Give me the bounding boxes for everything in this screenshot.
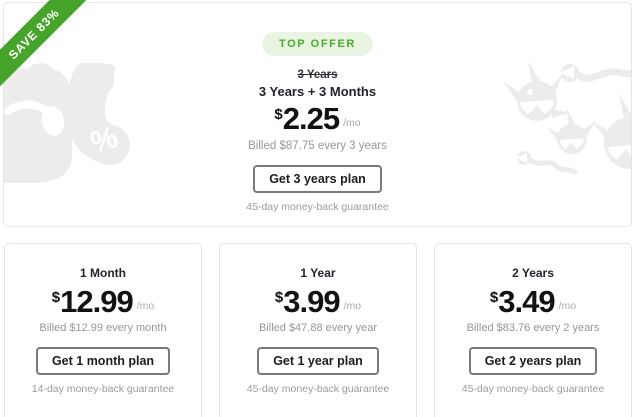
get-1-year-plan-button[interactable]: Get 1 year plan (257, 347, 379, 376)
billing-note: Billed $87.75 every 3 years (248, 140, 387, 153)
currency-symbol: $ (51, 289, 61, 306)
plan-price: $ 3.49 /mo (489, 284, 577, 319)
plan-card-2-years: 2 Years $ 3.49 /mo Billed $83.76 every 2… (434, 243, 632, 417)
billing-note: Billed $47.88 every year (258, 322, 377, 335)
price-amount: 2.25 (282, 101, 340, 136)
price-period: /mo (136, 300, 155, 313)
price-amount: 12.99 (60, 284, 134, 319)
money-back-guarantee: 45-day money-back guarantee (461, 383, 605, 396)
plan-price: $ 12.99 /mo (51, 284, 155, 319)
price-period: /mo (343, 300, 362, 313)
plan-price: $ 2.25 /mo (274, 101, 361, 136)
currency-symbol: $ (274, 289, 284, 306)
currency-symbol: $ (274, 106, 283, 123)
plan-term: 3 Years + 3 Months (258, 84, 377, 99)
top-offer-badge: TOP OFFER (262, 32, 373, 56)
price-period: /mo (558, 300, 577, 313)
price-period: /mo (343, 117, 361, 130)
billing-note: Billed $12.99 every month (39, 322, 167, 335)
get-1-month-plan-button[interactable]: Get 1 month plan (35, 347, 171, 376)
billing-note: Billed $83.76 every 2 years (466, 322, 600, 335)
currency-symbol: $ (489, 289, 499, 306)
money-back-guarantee: 14-day money-back guarantee (31, 383, 175, 396)
top-offer-card: % (3, 2, 632, 227)
get-3-years-plan-button[interactable]: Get 3 years plan (253, 165, 382, 194)
top-offer-content: TOP OFFER 3 Years 3 Years + 3 Months $ 2… (4, 3, 631, 226)
money-back-guarantee: 45-day money-back guarantee (246, 383, 390, 396)
price-amount: 3.49 (498, 284, 555, 319)
previous-term-strikethrough: 3 Years (297, 69, 338, 81)
plan-price: $ 3.99 /mo (274, 284, 362, 319)
money-back-guarantee: 45-day money-back guarantee (246, 201, 389, 214)
plan-name: 1 Month (80, 266, 126, 280)
plan-card-1-month: 1 Month $ 12.99 /mo Billed $12.99 every … (4, 243, 202, 417)
price-amount: 3.99 (283, 284, 340, 319)
plan-name: 2 Years (512, 266, 554, 280)
get-2-years-plan-button[interactable]: Get 2 years plan (468, 347, 598, 376)
plan-card-1-year: 1 Year $ 3.99 /mo Billed $47.88 every ye… (219, 243, 417, 417)
plan-name: 1 Year (300, 266, 336, 280)
